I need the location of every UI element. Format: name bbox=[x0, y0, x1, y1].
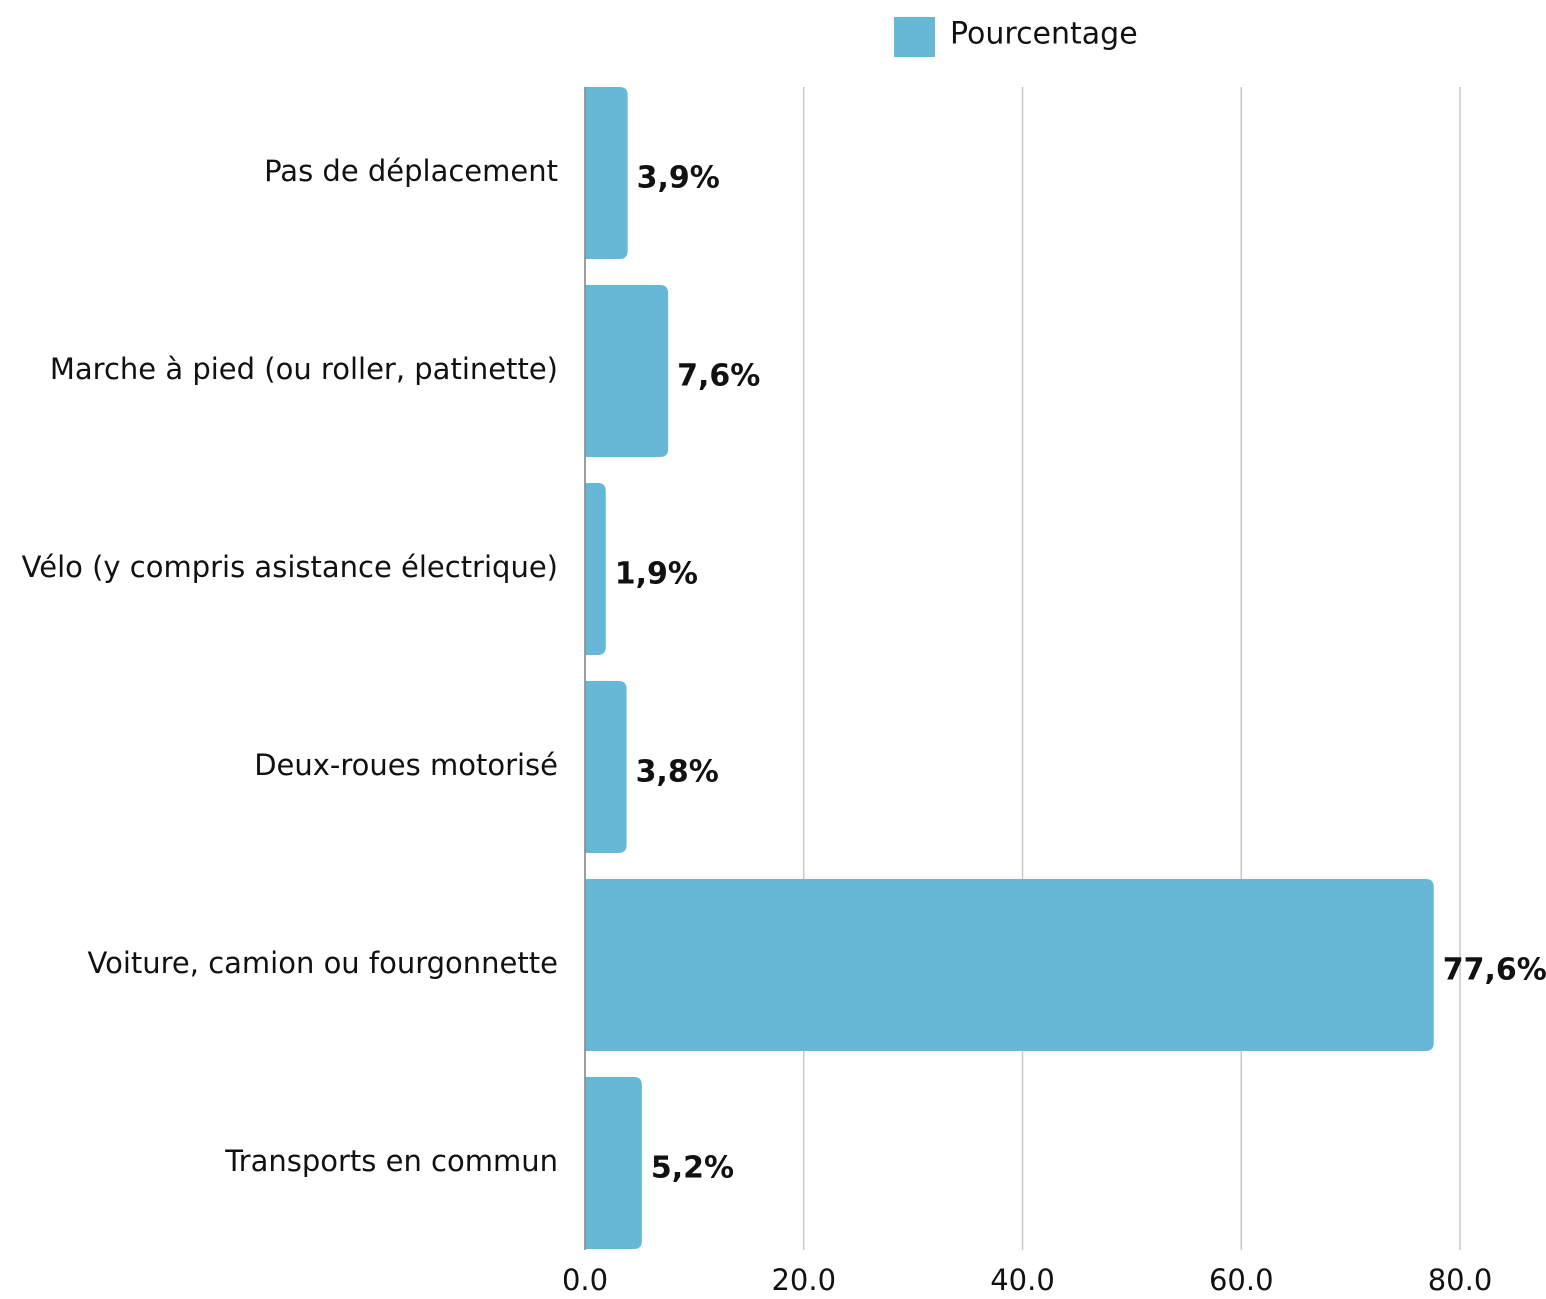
bar bbox=[585, 1077, 642, 1249]
bar bbox=[585, 681, 627, 853]
x-tick-label: 60.0 bbox=[1209, 1263, 1274, 1297]
value-label: 3,8% bbox=[636, 755, 719, 790]
bar bbox=[585, 879, 1434, 1051]
value-label: 5,2% bbox=[651, 1151, 734, 1186]
bar bbox=[585, 87, 628, 259]
legend-label: Pourcentage bbox=[950, 17, 1138, 52]
x-tick-label: 80.0 bbox=[1428, 1263, 1493, 1297]
y-tick-label: Deux-roues motorisé bbox=[254, 748, 558, 782]
y-tick-label: Vélo (y compris asistance électrique) bbox=[22, 550, 558, 584]
y-tick-label: Transports en commun bbox=[224, 1144, 558, 1178]
y-tick-label: Voiture, camion ou fourgonnette bbox=[88, 946, 559, 980]
y-tick-label: Marche à pied (ou roller, patinette) bbox=[50, 352, 558, 386]
x-tick-label: 20.0 bbox=[771, 1263, 836, 1297]
y-tick-label: Pas de déplacement bbox=[264, 154, 558, 188]
value-label: 77,6% bbox=[1443, 953, 1546, 988]
x-tick-label: 40.0 bbox=[990, 1263, 1055, 1297]
value-label: 1,9% bbox=[615, 557, 698, 592]
value-label: 7,6% bbox=[677, 359, 760, 394]
bar bbox=[585, 483, 606, 655]
bar bbox=[585, 285, 669, 457]
x-tick-label: 0.0 bbox=[562, 1263, 608, 1297]
legend-swatch bbox=[894, 17, 935, 57]
value-label: 3,9% bbox=[637, 161, 720, 196]
